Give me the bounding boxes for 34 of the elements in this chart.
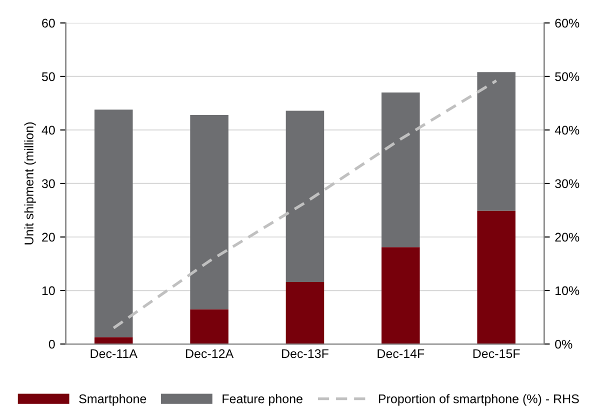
bar bbox=[382, 92, 420, 248]
line-series bbox=[112, 79, 498, 330]
y2-tick-label: 20% bbox=[555, 232, 580, 242]
x-tick-label: Dec-13F bbox=[282, 349, 328, 358]
bar bbox=[94, 110, 133, 338]
bar bbox=[286, 282, 324, 344]
x-tick-label: Dec-14F bbox=[378, 349, 424, 358]
y2-tick-label: 10% bbox=[556, 286, 580, 296]
x-tick-label: Dec-11A bbox=[90, 349, 138, 358]
bar bbox=[382, 247, 420, 344]
y-tick-label: 50 bbox=[42, 72, 55, 82]
legend-label: Feature phone bbox=[222, 394, 302, 406]
legend-label: Smartphone bbox=[79, 394, 146, 406]
bar bbox=[477, 72, 516, 211]
y2-tick-label: 60% bbox=[555, 18, 580, 28]
y-tick-label: 60 bbox=[42, 18, 55, 28]
bar bbox=[94, 337, 133, 344]
legend-label: Proportion of smartphone (%) - RHS bbox=[378, 394, 579, 406]
y2-tick-label: 40% bbox=[554, 126, 580, 135]
bar bbox=[190, 309, 228, 344]
y-axis-title: Unit shipment (million) bbox=[24, 122, 36, 244]
y2-tick-label: 50% bbox=[555, 72, 580, 82]
x-tick-label: Dec-15F bbox=[473, 349, 520, 358]
bar bbox=[477, 210, 516, 344]
bar bbox=[190, 114, 228, 310]
x-tick-label: Dec-12A bbox=[186, 349, 234, 358]
y-tick-label: 20 bbox=[42, 232, 55, 242]
bar bbox=[286, 110, 324, 282]
y-tick-label: 0 bbox=[48, 340, 55, 349]
y2-tick-label: 30% bbox=[555, 179, 580, 188]
y-tick-label: 30 bbox=[42, 179, 55, 188]
y-tick-label: 40 bbox=[42, 126, 55, 135]
y-tick-label: 10 bbox=[42, 286, 55, 296]
y2-tick-label: 0% bbox=[555, 340, 572, 349]
